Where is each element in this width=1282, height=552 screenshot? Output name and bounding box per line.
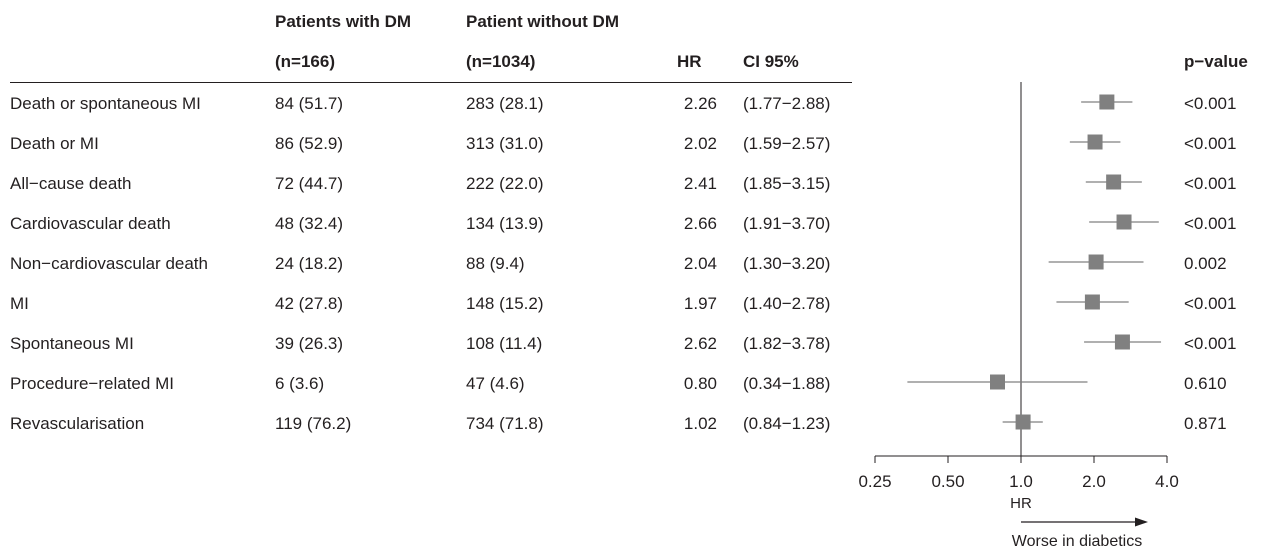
- x-tick-label: 0.25: [858, 472, 891, 491]
- hr-marker: [989, 374, 1005, 390]
- row-label: Spontaneous MI: [10, 334, 134, 353]
- row-label: Procedure−related MI: [10, 374, 174, 393]
- header-nodm-line2: (n=1034): [466, 52, 536, 71]
- header-dm-line1: Patients with DM: [275, 12, 412, 31]
- row-ci: (1.82−3.78): [743, 334, 831, 353]
- row-nodm: 47 (4.6): [466, 374, 525, 393]
- row-nodm: 283 (28.1): [466, 94, 544, 113]
- row-ci: (1.30−3.20): [743, 254, 831, 273]
- row-nodm: 88 (9.4): [466, 254, 525, 273]
- row-pvalue: 0.871: [1184, 414, 1227, 433]
- direction-arrow-head: [1135, 517, 1148, 527]
- header-ci: CI 95%: [743, 52, 799, 71]
- row-ci: (1.59−2.57): [743, 134, 831, 153]
- direction-label: Worse in diabetics: [1012, 533, 1142, 550]
- row-hr: 1.97: [683, 294, 717, 313]
- hr-marker: [1084, 294, 1100, 310]
- row-ci: (1.85−3.15): [743, 174, 831, 193]
- row-pvalue: <0.001: [1184, 294, 1237, 313]
- row-label: Non−cardiovascular death: [10, 254, 208, 273]
- row-label: Death or MI: [10, 134, 99, 153]
- hr-marker: [1087, 134, 1103, 150]
- row-pvalue: <0.001: [1184, 134, 1237, 153]
- row-hr: 2.04: [683, 254, 717, 273]
- row-dm: 119 (76.2): [275, 414, 352, 433]
- row-dm: 39 (26.3): [275, 334, 344, 353]
- row-hr: 2.66: [683, 214, 717, 233]
- row-ci: (1.40−2.78): [743, 294, 831, 313]
- row-dm: 86 (52.9): [275, 134, 344, 153]
- row-dm: 24 (18.2): [275, 254, 344, 273]
- row-ci: (1.77−2.88): [743, 94, 831, 113]
- row-label: All−cause death: [10, 174, 132, 193]
- row-nodm: 134 (13.9): [466, 214, 544, 233]
- header-hr: HR: [677, 52, 702, 71]
- row-dm: 6 (3.6): [275, 374, 325, 393]
- row-hr: 2.26: [683, 94, 717, 113]
- header-rule: [10, 82, 852, 83]
- row-hr: 2.41: [683, 174, 717, 193]
- hr-marker: [1106, 174, 1122, 190]
- x-axis-label: HR: [1010, 495, 1032, 512]
- row-pvalue: <0.001: [1184, 94, 1237, 113]
- row-label: Death or spontaneous MI: [10, 94, 201, 113]
- row-pvalue: <0.001: [1184, 334, 1237, 353]
- header-dm-line2: (n=166): [275, 52, 335, 71]
- row-nodm: 148 (15.2): [466, 294, 544, 313]
- header-nodm-line1: Patient without DM: [466, 12, 619, 31]
- row-nodm: 222 (22.0): [466, 174, 544, 193]
- row-pvalue: <0.001: [1184, 214, 1237, 233]
- row-pvalue: <0.001: [1184, 174, 1237, 193]
- hr-marker: [1114, 334, 1130, 350]
- x-tick-label: 2.0: [1082, 472, 1106, 491]
- row-dm: 42 (27.8): [275, 294, 344, 313]
- x-tick-label: 0.50: [931, 472, 964, 491]
- row-ci: (1.91−3.70): [743, 214, 831, 233]
- row-hr: 2.62: [683, 334, 717, 353]
- row-hr: 2.02: [683, 134, 717, 153]
- row-hr: 0.80: [683, 374, 717, 393]
- row-ci: (0.34−1.88): [743, 374, 831, 393]
- row-dm: 84 (51.7): [275, 94, 344, 113]
- hr-marker: [1099, 94, 1115, 110]
- row-nodm: 108 (11.4): [466, 334, 543, 353]
- row-label: MI: [10, 294, 29, 313]
- row-label: Cardiovascular death: [10, 214, 171, 233]
- header-pvalue: p−value: [1184, 52, 1248, 71]
- row-ci: (0.84−1.23): [743, 414, 831, 433]
- row-dm: 48 (32.4): [275, 214, 344, 233]
- row-nodm: 313 (31.0): [466, 134, 544, 153]
- hr-marker: [1088, 254, 1104, 270]
- x-tick-label: 4.0: [1155, 472, 1179, 491]
- row-label: Revascularisation: [10, 414, 145, 433]
- hr-marker: [1116, 214, 1132, 230]
- row-pvalue: 0.610: [1184, 374, 1227, 393]
- x-tick-label: 1.0: [1009, 472, 1033, 491]
- row-pvalue: 0.002: [1184, 254, 1227, 273]
- row-nodm: 734 (71.8): [466, 414, 544, 433]
- hr-marker: [1015, 414, 1031, 430]
- row-hr: 1.02: [683, 414, 717, 433]
- row-dm: 72 (44.7): [275, 174, 344, 193]
